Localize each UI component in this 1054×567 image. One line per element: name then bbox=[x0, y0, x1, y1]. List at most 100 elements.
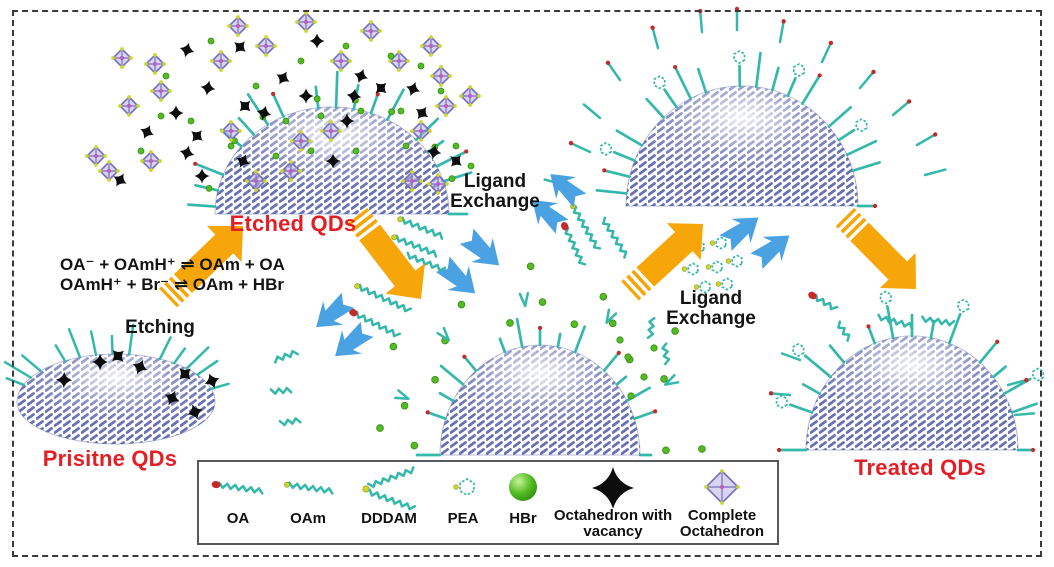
hbr-icon bbox=[698, 445, 706, 453]
oa-ligand-icon bbox=[349, 308, 402, 338]
decor-polygon bbox=[792, 63, 805, 78]
decor-circle bbox=[720, 501, 724, 505]
ligand-stick-icon bbox=[820, 41, 833, 64]
complete-octahedron-icon bbox=[210, 50, 232, 72]
octahedron-with-vacancy-icon bbox=[113, 173, 127, 187]
decor-polygon bbox=[699, 280, 711, 294]
legend-label-octahedron-vacancy: Octahedron with vacancy bbox=[553, 507, 673, 540]
decor-circle bbox=[410, 129, 414, 133]
ligand-stick-icon bbox=[891, 100, 911, 117]
ligand-stick-icon bbox=[858, 70, 875, 90]
decor-circle bbox=[253, 178, 259, 184]
decor-circle bbox=[298, 138, 304, 144]
decor-circle bbox=[429, 35, 433, 39]
label-etched-qds: Etched QDs bbox=[229, 211, 357, 236]
decor-polyline bbox=[358, 283, 412, 313]
decor-line bbox=[349, 213, 379, 238]
decor-circle bbox=[444, 95, 448, 99]
decor-circle bbox=[298, 169, 302, 173]
decor-circle bbox=[288, 168, 294, 174]
hbr-icon bbox=[297, 57, 305, 65]
decor-polyline bbox=[366, 466, 415, 489]
hbr-icon bbox=[640, 373, 648, 381]
qd-ligand-spike bbox=[573, 325, 586, 354]
decor-circle bbox=[119, 55, 125, 61]
decor-ellipse bbox=[561, 222, 569, 231]
decor-circle bbox=[236, 33, 240, 37]
pea-ligand-icon bbox=[1032, 367, 1045, 382]
qd-ligand-spike bbox=[947, 312, 962, 345]
decor-circle bbox=[436, 191, 440, 195]
oa-head-dot bbox=[193, 161, 198, 166]
decor-circle bbox=[409, 178, 415, 184]
ligand-stick-icon bbox=[664, 373, 676, 386]
decor-circle bbox=[444, 113, 448, 117]
decor-line bbox=[354, 219, 384, 243]
ligand-stick-icon bbox=[158, 336, 172, 361]
octahedron-with-vacancy-icon bbox=[179, 368, 191, 380]
decor-circle bbox=[439, 83, 443, 87]
qd-ligand-spike bbox=[187, 203, 217, 208]
hbr-icon bbox=[357, 107, 365, 115]
complete-octahedron-icon bbox=[330, 50, 352, 72]
decor-circle bbox=[238, 129, 242, 133]
complete-octahedron-icon bbox=[118, 95, 140, 117]
decor-circle bbox=[736, 485, 740, 489]
hbr-icon bbox=[660, 375, 668, 383]
decor-circle bbox=[136, 104, 140, 108]
hbr-icon bbox=[272, 152, 280, 160]
qd-ligand-spike bbox=[827, 105, 852, 128]
hbr-icon bbox=[187, 117, 195, 125]
oa-head-dot bbox=[828, 40, 834, 46]
decor-circle bbox=[299, 148, 303, 152]
hbr-icon bbox=[388, 108, 396, 116]
complete-octahedron-icon bbox=[144, 53, 166, 75]
label-pristine-qds: Prisitne QDs bbox=[42, 446, 178, 471]
octahedron-with-vacancy-icon bbox=[276, 71, 290, 85]
decor-circle bbox=[284, 481, 290, 488]
decor-circle bbox=[438, 44, 442, 48]
pea-ligand-icon bbox=[693, 280, 711, 294]
ligand-stick-icon bbox=[196, 359, 219, 376]
decor-circle bbox=[430, 74, 434, 78]
decor-circle bbox=[681, 266, 688, 272]
ligand-chain-icon bbox=[877, 313, 914, 330]
complete-octahedron-icon bbox=[410, 120, 432, 142]
ligand-chain-icon bbox=[601, 216, 628, 259]
decor-circle bbox=[467, 93, 473, 99]
decor-circle bbox=[369, 38, 373, 42]
hbr-sphere bbox=[509, 473, 537, 501]
decor-line bbox=[631, 264, 657, 292]
oa-head-dot bbox=[872, 203, 878, 209]
oa-head-dot bbox=[932, 132, 938, 137]
legend-item-pea: PEA bbox=[433, 465, 493, 540]
oa-ligand-icon bbox=[561, 222, 587, 266]
octahedron-with-vacancy-icon bbox=[256, 105, 272, 121]
pea-ligand-icon bbox=[725, 254, 743, 268]
decor-circle bbox=[245, 24, 249, 28]
decor-circle bbox=[264, 35, 268, 39]
decor-circle bbox=[313, 20, 317, 24]
ligand-stick-icon bbox=[172, 347, 187, 365]
decor-circle bbox=[148, 158, 154, 164]
decor-circle bbox=[98, 169, 102, 173]
hbr-icon bbox=[599, 292, 608, 301]
hbr-icon bbox=[400, 401, 409, 410]
complete-octahedron-icon bbox=[435, 95, 457, 117]
ligand-chain-icon bbox=[278, 417, 302, 427]
hbr-icon bbox=[662, 446, 670, 455]
octahedron-with-vacancy-icon bbox=[179, 145, 195, 161]
ligand-stick-icon bbox=[651, 26, 660, 50]
qd-ligand-spike bbox=[463, 355, 478, 372]
octahedron-with-vacancy-icon bbox=[592, 467, 634, 508]
octahedron-with-vacancy-icon bbox=[56, 372, 72, 388]
decor-circle bbox=[419, 179, 423, 183]
decor-circle bbox=[453, 484, 459, 490]
legend-label-pea: PEA bbox=[447, 510, 479, 527]
decor-circle bbox=[304, 29, 308, 33]
pea-ligand-icon bbox=[775, 394, 788, 409]
hbr-icon bbox=[162, 72, 170, 80]
octahedron-with-vacancy-icon bbox=[325, 153, 341, 169]
decor-circle bbox=[397, 50, 401, 54]
legend-item-oa: OA bbox=[205, 465, 271, 540]
